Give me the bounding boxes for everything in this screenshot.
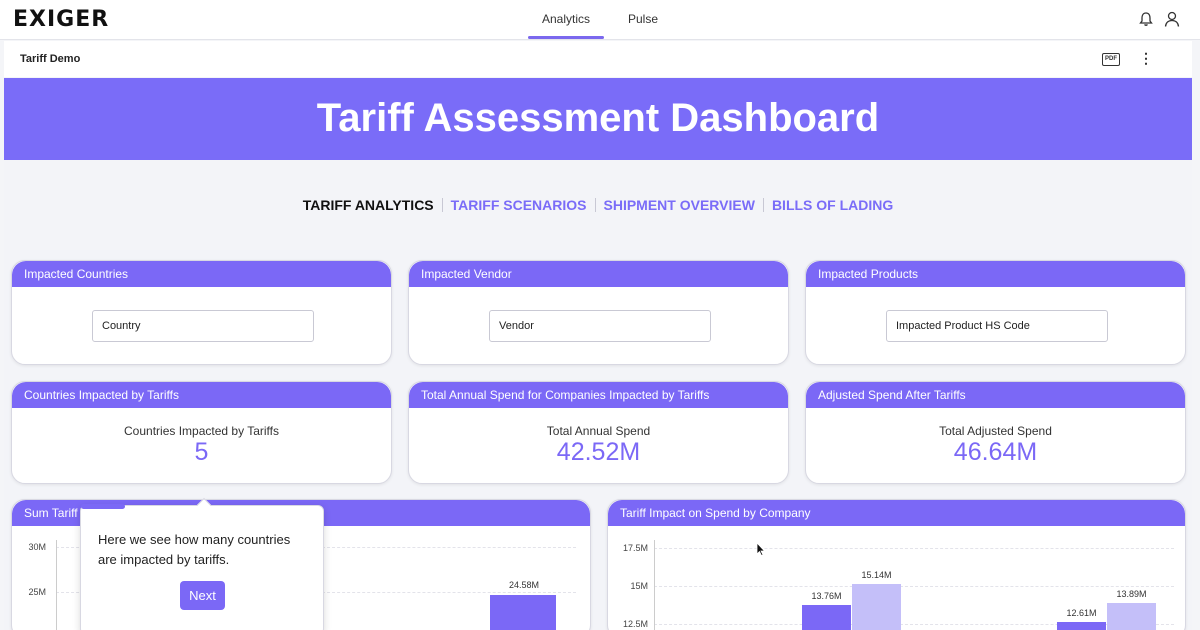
- dashboard-tabs: TARIFF ANALYTICS TARIFF SCENARIOS SHIPMENT…: [4, 197, 1192, 213]
- card-header: Total Annual Spend for Companies Impacte…: [409, 382, 788, 408]
- chart-bar[interactable]: [852, 583, 901, 630]
- pdf-export-button[interactable]: PDF: [1102, 53, 1120, 66]
- dashboard-subheader: Tariff Demo PDF ⋮: [4, 41, 1192, 77]
- kpi-value: 46.64M: [953, 438, 1038, 466]
- gridline: [654, 548, 1174, 549]
- y-axis-line: [56, 540, 57, 630]
- dashboard-title: Tariff Demo: [20, 53, 81, 65]
- onboarding-tooltip: Here we see how many countries are impac…: [80, 497, 324, 630]
- vendor-filter-input[interactable]: Vendor: [489, 310, 711, 342]
- y-tick-label: 17.5M: [622, 543, 648, 553]
- card-header: Impacted Vendor: [409, 261, 788, 287]
- bar-data-label: 24.58M: [508, 580, 540, 590]
- card-header: Countries Impacted by Tariffs: [12, 382, 391, 408]
- y-tick-label: 12.5M: [622, 619, 648, 629]
- gridline: [654, 586, 1174, 587]
- chart-bar[interactable]: [490, 595, 556, 630]
- card-header: Adjusted Spend After Tariffs: [806, 382, 1185, 408]
- card-header: Impacted Countries: [12, 261, 391, 287]
- chart-bar[interactable]: [802, 604, 851, 630]
- impacted-vendor-card: Impacted Vendor Vendor: [408, 260, 789, 365]
- bar-data-label: 13.76M: [811, 590, 842, 601]
- dashboard-banner: Tariff Assessment Dashboard: [4, 78, 1192, 160]
- tab-separator: [594, 198, 596, 212]
- hs-code-filter-input[interactable]: Impacted Product HS Code: [886, 310, 1108, 342]
- tooltip-accent: [81, 504, 125, 509]
- kpi-label: Countries Impacted by Tariffs: [124, 424, 279, 438]
- tab-shipment-overview[interactable]: SHIPMENT OVERVIEW: [603, 197, 755, 213]
- top-navbar: EXIGER Analytics Pulse: [0, 0, 1200, 40]
- gridline: [654, 624, 1174, 625]
- bar-data-label: 13.89M: [1116, 588, 1147, 599]
- next-button[interactable]: Next: [180, 581, 225, 610]
- exiger-logo[interactable]: EXIGER: [13, 7, 110, 32]
- impacted-countries-card: Impacted Countries Country: [11, 260, 392, 365]
- nav-tab-pulse[interactable]: Pulse: [628, 12, 659, 26]
- y-tick-label: 25M: [28, 587, 46, 597]
- y-tick-label: 30M: [28, 542, 46, 552]
- y-axis-line: [654, 540, 655, 630]
- chart-bar[interactable]: [1057, 622, 1106, 630]
- tariff-impact-chart-card: Tariff Impact on Spend by Company 17.5M …: [607, 499, 1186, 630]
- tab-tariff-scenarios[interactable]: TARIFF SCENARIOS: [450, 197, 587, 213]
- y-tick-label: 15M: [630, 581, 648, 591]
- user-icon[interactable]: [1163, 10, 1181, 28]
- tab-bills-of-lading[interactable]: BILLS OF LADING: [771, 197, 894, 213]
- tooltip-text: Here we see how many countries are impac…: [98, 532, 291, 567]
- country-filter-input[interactable]: Country: [92, 310, 314, 342]
- bar-data-label: 12.61M: [1066, 608, 1097, 619]
- tab-tariff-analytics[interactable]: TARIFF ANALYTICS: [302, 197, 434, 213]
- impacted-products-card: Impacted Products Impacted Product HS Co…: [805, 260, 1186, 365]
- kpi-label: Total Adjusted Spend: [939, 424, 1052, 438]
- total-annual-spend-kpi-card: Total Annual Spend for Companies Impacte…: [408, 381, 789, 484]
- countries-impacted-kpi-card: Countries Impacted by Tariffs Countries …: [11, 381, 392, 484]
- kpi-value: 42.52M: [556, 438, 641, 466]
- kpi-value: 5: [194, 438, 209, 466]
- card-header: Tariff Impact on Spend by Company: [608, 500, 1185, 526]
- kpi-label: Total Annual Spend: [546, 424, 651, 438]
- tab-separator: [441, 198, 443, 212]
- chart-bar[interactable]: [1107, 602, 1156, 630]
- banner-title: Tariff Assessment Dashboard: [316, 96, 880, 140]
- more-options-icon[interactable]: ⋮: [1139, 50, 1153, 66]
- nav-tab-analytics[interactable]: Analytics: [527, 12, 605, 39]
- mouse-cursor-icon: [756, 542, 766, 556]
- tab-separator: [762, 198, 764, 212]
- bar-data-label: 15.14M: [861, 569, 892, 580]
- adjusted-spend-kpi-card: Adjusted Spend After Tariffs Total Adjus…: [805, 381, 1186, 484]
- card-header: Impacted Products: [806, 261, 1185, 287]
- bell-icon[interactable]: [1138, 11, 1154, 27]
